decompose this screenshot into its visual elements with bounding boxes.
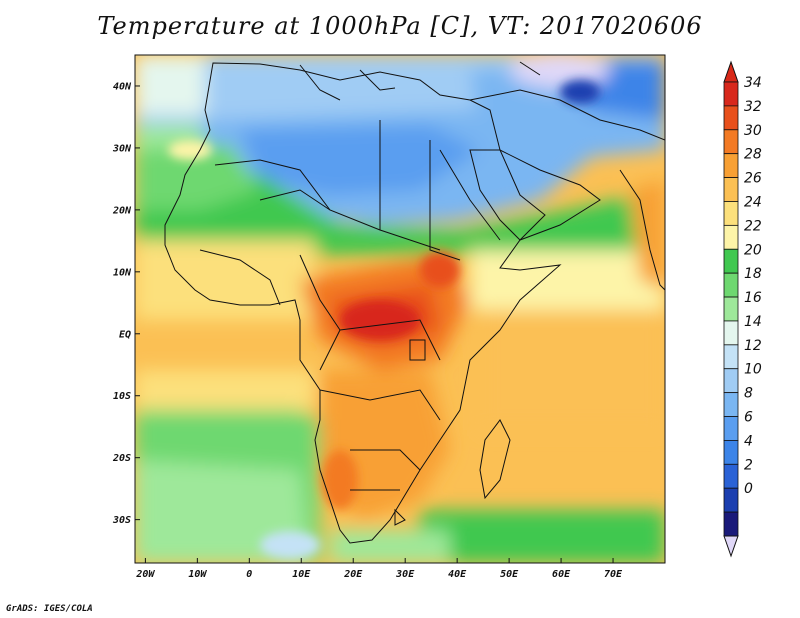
lon-tick-label: 70E (604, 569, 623, 580)
colorbar-swatch (723, 153, 739, 178)
colorbar-swatch (723, 344, 739, 370)
colorbar-swatch (723, 320, 739, 346)
lon-tick-label: 50E (500, 569, 519, 580)
colorbar-label: 30 (744, 123, 762, 139)
colorbar-under-triangle (723, 535, 739, 558)
colorbar-label: 16 (744, 290, 762, 306)
colorbar-label: 8 (744, 386, 753, 402)
lon-tick-label: 10W (188, 569, 207, 580)
colorbar-swatch (723, 81, 739, 107)
credit-label: GrADS: IGES/COLA (6, 604, 93, 614)
colorbar-label: 32 (744, 99, 762, 115)
colorbar-label: 18 (744, 266, 762, 282)
lon-tick-label: 40E (448, 569, 467, 580)
lat-tick-label: 20S (112, 453, 131, 464)
colorbar-swatch (723, 511, 739, 537)
colorbar-label: 20 (744, 242, 762, 258)
lat-tick-label: 40N (113, 81, 132, 92)
colorbar-swatch (723, 105, 739, 131)
colorbar-swatch (723, 368, 739, 394)
coastlines (164, 61, 665, 544)
colorbar-swatch (723, 129, 739, 155)
colorbar-swatch (723, 487, 739, 513)
colorbar-label: 22 (744, 218, 762, 234)
colorbar-label: 4 (744, 433, 753, 449)
longitude-axis: 20W 10W 0 10E 20E 30E 40E 50E 60E 70E (135, 558, 623, 580)
colorbar-label: 0 (744, 481, 753, 497)
lon-tick-label: 10E (292, 569, 311, 580)
colorbar-label: 12 (744, 338, 762, 354)
colorbar-swatch (723, 272, 739, 298)
lat-tick-label: EQ (119, 329, 131, 340)
lon-tick-label: 20E (343, 569, 363, 580)
colorbar-swatch (723, 296, 739, 322)
colorbar-label: 34 (744, 75, 762, 91)
colorbar-swatch (723, 440, 739, 465)
lat-tick-label: 30N (112, 143, 132, 154)
latitude-axis: 40N 30N 20N 10N EQ 10S 20S 30S (112, 81, 140, 526)
colorbar-swatch (723, 416, 739, 441)
colorbar-swatch (723, 463, 739, 489)
colorbar-swatch (723, 248, 739, 274)
colorbar-label: 6 (744, 410, 753, 426)
colorbar-swatch (723, 392, 739, 417)
map-title: Temperature at 1000hPa [C], VT: 20170206… (97, 12, 703, 40)
lat-tick-label: 10S (113, 391, 131, 402)
colorbar-label: 10 (744, 362, 762, 378)
lon-tick-label: 20W (135, 569, 155, 580)
colorbar-label: 24 (744, 194, 762, 210)
colorbar-label: 14 (744, 314, 762, 330)
lat-tick-label: 30S (112, 515, 131, 526)
lat-tick-label: 20N (112, 205, 132, 216)
colorbar-label: 28 (744, 147, 762, 163)
lon-tick-label: 0 (246, 569, 252, 580)
colorbar-label: 26 (744, 171, 762, 187)
plot-frame (134, 54, 666, 564)
colorbar-label: 2 (744, 457, 753, 473)
colorbar-swatch (723, 201, 739, 226)
colorbar-swatch (723, 224, 739, 250)
lon-tick-label: 30E (395, 569, 415, 580)
lat-tick-label: 10N (113, 267, 132, 278)
temperature-field (135, 55, 665, 563)
colorbar-swatch (723, 177, 739, 202)
colorbar-over-triangle (723, 60, 739, 83)
lon-tick-label: 60E (552, 569, 571, 580)
